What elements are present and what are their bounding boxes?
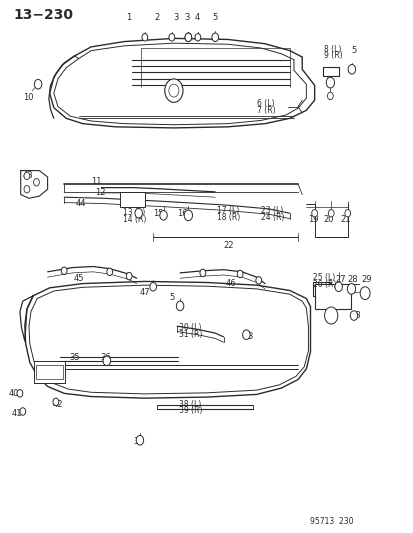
Text: 39 (R): 39 (R) bbox=[178, 407, 202, 415]
Bar bbox=[36, 365, 63, 379]
Text: 23 (L): 23 (L) bbox=[260, 206, 282, 215]
Circle shape bbox=[324, 307, 337, 324]
Circle shape bbox=[159, 211, 167, 220]
Bar bbox=[315, 284, 350, 309]
Text: 8 (L): 8 (L) bbox=[323, 45, 340, 53]
Circle shape bbox=[136, 435, 143, 445]
Text: 41: 41 bbox=[12, 409, 22, 417]
Circle shape bbox=[184, 210, 192, 221]
Circle shape bbox=[195, 34, 200, 41]
Circle shape bbox=[126, 272, 132, 280]
Text: 16: 16 bbox=[177, 209, 188, 217]
Text: 43: 43 bbox=[23, 172, 33, 180]
Circle shape bbox=[359, 287, 369, 300]
Text: 12: 12 bbox=[95, 189, 105, 197]
Text: 6 (L): 6 (L) bbox=[256, 99, 273, 108]
Text: 14 (R): 14 (R) bbox=[123, 215, 146, 223]
Text: 11: 11 bbox=[91, 177, 101, 185]
Circle shape bbox=[24, 172, 30, 180]
Text: 30 (L): 30 (L) bbox=[178, 324, 201, 332]
Circle shape bbox=[185, 33, 191, 42]
Text: 47: 47 bbox=[140, 288, 150, 296]
Text: 35: 35 bbox=[69, 353, 80, 361]
Text: 4: 4 bbox=[194, 13, 199, 22]
Text: 32: 32 bbox=[325, 311, 336, 320]
Circle shape bbox=[255, 277, 261, 284]
Circle shape bbox=[169, 34, 174, 41]
Text: 10: 10 bbox=[23, 93, 33, 101]
Circle shape bbox=[311, 209, 317, 217]
Circle shape bbox=[107, 268, 112, 276]
Text: 27: 27 bbox=[335, 276, 345, 284]
Text: 13−230: 13−230 bbox=[13, 8, 73, 22]
Bar bbox=[34, 361, 65, 383]
Circle shape bbox=[20, 408, 26, 415]
Text: 17 (L): 17 (L) bbox=[217, 206, 239, 215]
Circle shape bbox=[325, 77, 334, 88]
Text: 2: 2 bbox=[154, 13, 159, 22]
Circle shape bbox=[199, 269, 205, 277]
Text: 29: 29 bbox=[360, 276, 370, 284]
Text: 38 (L): 38 (L) bbox=[178, 400, 201, 408]
Text: 13 (L): 13 (L) bbox=[123, 208, 145, 216]
Text: 3: 3 bbox=[247, 333, 252, 341]
Text: 19: 19 bbox=[308, 215, 318, 224]
Text: 15: 15 bbox=[153, 209, 163, 217]
Circle shape bbox=[150, 282, 156, 291]
Circle shape bbox=[237, 270, 242, 278]
Text: 95713  230: 95713 230 bbox=[309, 517, 352, 526]
Text: 40: 40 bbox=[9, 389, 19, 398]
Text: 5: 5 bbox=[211, 13, 217, 22]
Text: 37: 37 bbox=[40, 371, 51, 379]
Circle shape bbox=[328, 209, 333, 217]
Circle shape bbox=[185, 33, 191, 42]
Text: 9 (R): 9 (R) bbox=[323, 52, 342, 60]
Text: 3: 3 bbox=[184, 13, 189, 22]
Circle shape bbox=[135, 208, 142, 218]
Circle shape bbox=[169, 84, 178, 97]
Text: 25 (L): 25 (L) bbox=[312, 273, 334, 281]
Text: 44: 44 bbox=[75, 199, 85, 208]
Circle shape bbox=[344, 209, 350, 217]
Text: 20: 20 bbox=[323, 215, 333, 224]
Circle shape bbox=[347, 284, 355, 294]
Circle shape bbox=[17, 390, 23, 397]
Circle shape bbox=[34, 79, 42, 89]
Circle shape bbox=[24, 185, 30, 193]
Circle shape bbox=[164, 79, 183, 102]
Circle shape bbox=[142, 34, 147, 41]
Text: 46: 46 bbox=[225, 279, 236, 288]
Text: 45: 45 bbox=[74, 274, 84, 282]
Bar bbox=[120, 192, 145, 207]
Circle shape bbox=[347, 64, 355, 74]
Text: 1: 1 bbox=[126, 13, 131, 22]
Circle shape bbox=[53, 398, 59, 406]
Text: 18 (R): 18 (R) bbox=[217, 213, 240, 222]
Circle shape bbox=[33, 179, 39, 186]
Text: 22: 22 bbox=[223, 241, 233, 249]
Text: 5: 5 bbox=[169, 293, 174, 302]
Text: 28: 28 bbox=[347, 276, 358, 284]
Text: 24 (R): 24 (R) bbox=[260, 213, 283, 222]
Circle shape bbox=[103, 356, 110, 366]
Circle shape bbox=[349, 311, 357, 320]
Circle shape bbox=[242, 330, 249, 340]
Text: 7 (R): 7 (R) bbox=[256, 106, 275, 115]
Circle shape bbox=[334, 282, 342, 292]
Circle shape bbox=[176, 301, 183, 311]
Circle shape bbox=[211, 33, 218, 42]
Text: 31 (R): 31 (R) bbox=[178, 330, 202, 339]
Circle shape bbox=[61, 267, 67, 274]
Text: 33: 33 bbox=[349, 311, 360, 320]
Text: 26 (R): 26 (R) bbox=[312, 280, 335, 288]
Text: 36: 36 bbox=[100, 353, 111, 361]
Text: 3: 3 bbox=[173, 13, 178, 22]
Circle shape bbox=[327, 92, 332, 100]
Text: 21: 21 bbox=[339, 215, 350, 224]
Text: 34: 34 bbox=[133, 437, 144, 446]
Text: 42: 42 bbox=[53, 400, 63, 408]
Text: 5: 5 bbox=[350, 46, 356, 55]
